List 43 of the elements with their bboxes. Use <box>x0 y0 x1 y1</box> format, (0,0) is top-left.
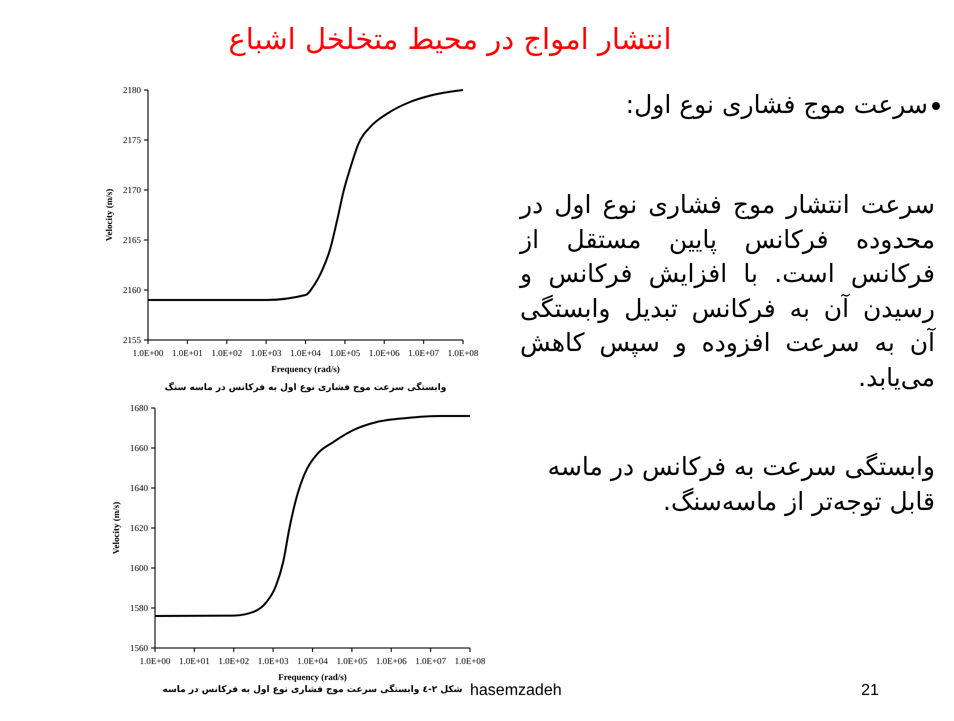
y-axis-title: Velocity (m/s) <box>111 502 121 554</box>
text: 21 <box>860 681 880 701</box>
y-tick-label: 2175 <box>123 134 142 145</box>
y-tick-label: 1560 <box>130 642 148 653</box>
text: سرعت انتشار موج فشاری نوع اول در محدوده فرکانس پایین مستقل از فرکانس است. با افزایش فرکانس و رسیدن آن به فرکانس تبدیل وابستگی آن به سرعت افزوده و سپس کاهش می‌یابد. <box>520 189 935 394</box>
x-tick-label: 1.0E+07 <box>415 656 447 666</box>
y-tick-label: 1680 <box>130 402 148 413</box>
x-tick-label: 1.0E+00 <box>140 656 171 666</box>
x-tick-label: 1.0E+05 <box>336 656 368 666</box>
y-axis-title: Velocity (m/s) <box>104 188 114 242</box>
x-tick-label: 1.0E+01 <box>178 656 210 666</box>
text: وابستگی سرعت به فرکانس در ماسه قابل توجه‌تر از ماسه‌سنگ. <box>546 451 935 518</box>
text: شکل ۲-٤ وابستگی سرعت موج فشاری نوع اول به فرکانس در ماسه <box>162 683 463 695</box>
text: انتشار امواج در محیط متخلخل اشباع <box>227 22 672 56</box>
y-tick-label: 1580 <box>130 602 148 613</box>
x-tick-label: 1.0E+05 <box>329 348 361 358</box>
x-tick-label: 1.0E+02 <box>211 348 242 358</box>
x-tick-label: 1.0E+00 <box>132 348 164 358</box>
x-tick-label: 1.0E+01 <box>172 348 203 358</box>
y-tick-label: 2160 <box>123 284 142 295</box>
x-tick-label: 1.0E+08 <box>448 348 479 358</box>
x-tick-label: 1.0E+04 <box>297 656 328 666</box>
x-axis-title: Frequency (rad/s) <box>278 672 347 682</box>
text: وابستگی سرعت موج فشاری نوع اول به فرکانس در ماسه سنگ <box>164 381 446 393</box>
x-axis-title: Frequency (rad/s) <box>271 364 340 374</box>
y-tick-label: 2155 <box>123 334 142 345</box>
text: hasemzadeh <box>470 681 563 701</box>
x-tick-label: 1.0E+02 <box>218 656 250 666</box>
x-tick-label: 1.0E+04 <box>290 348 322 358</box>
y-tick-label: 1660 <box>130 442 148 453</box>
x-tick-label: 1.0E+03 <box>250 348 282 358</box>
y-tick-label: 1640 <box>130 482 148 493</box>
x-tick-label: 1.0E+08 <box>454 656 486 666</box>
y-tick-label: 2180 <box>123 84 142 95</box>
x-tick-label: 1.0E+07 <box>408 348 440 358</box>
x-tick-label: 1.0E+03 <box>258 656 290 666</box>
y-tick-label: 1600 <box>130 562 148 573</box>
x-tick-label: 1.0E+06 <box>376 656 408 666</box>
y-tick-label: 2165 <box>123 234 142 245</box>
y-tick-label: 2170 <box>123 184 142 195</box>
text: سرعت موج فشاری نوع اول: <box>624 89 929 122</box>
y-tick-label: 1620 <box>130 522 148 533</box>
x-tick-label: 1.0E+06 <box>368 348 400 358</box>
